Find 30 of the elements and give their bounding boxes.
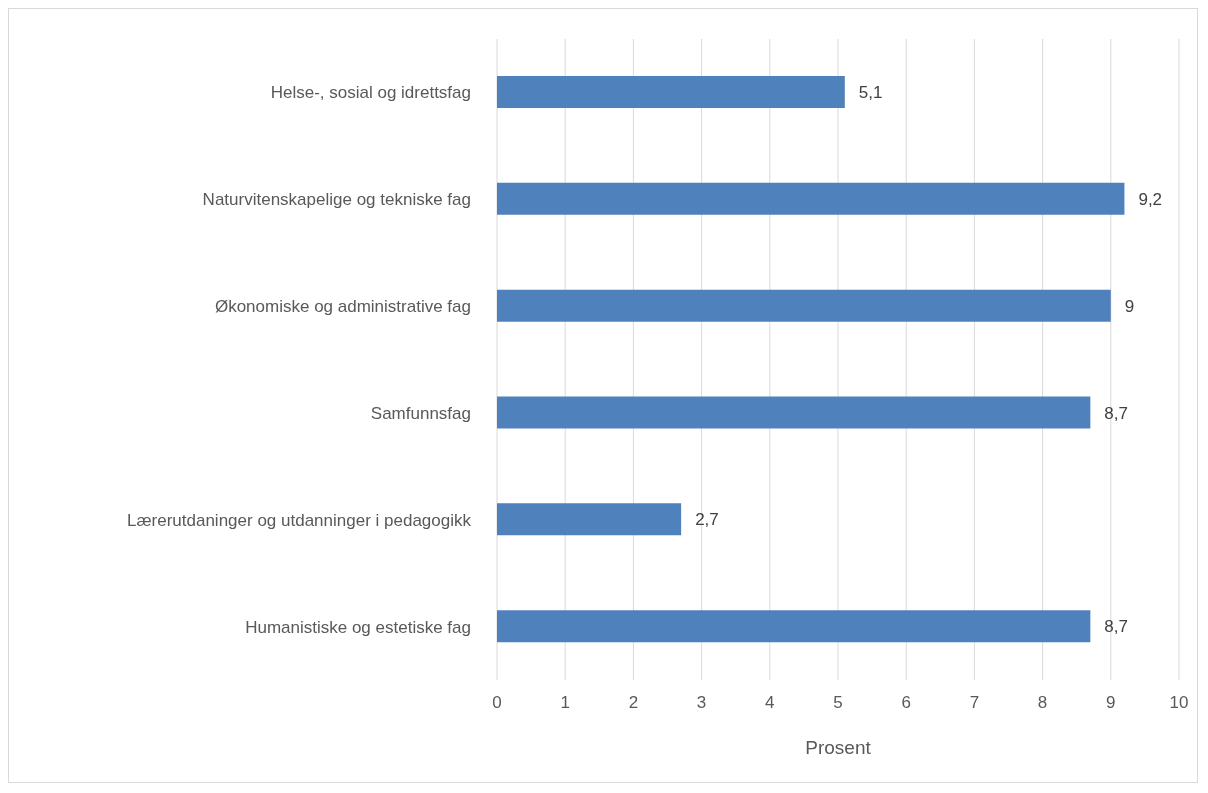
data-label: 9 <box>1124 296 1135 316</box>
y-tick-label: Naturvitenskapelige og tekniske fag <box>202 190 471 210</box>
x-tick-label: 2 <box>628 693 639 713</box>
x-tick-label: 4 <box>765 693 775 713</box>
data-label: 9,2 <box>1138 189 1163 209</box>
x-tick-label: 6 <box>901 693 911 713</box>
y-tick-label: Økonomiske og administrative fag <box>214 297 471 317</box>
bar <box>497 182 1125 215</box>
y-tick-label: Helse-, sosial og idrettsfag <box>270 83 471 103</box>
bar <box>497 396 1091 429</box>
data-label: 5,1 <box>858 83 883 103</box>
x-tick-label: 1 <box>560 693 570 713</box>
bar <box>497 289 1111 322</box>
x-tick-label: 3 <box>696 693 707 713</box>
x-tick-label: 10 <box>1169 693 1189 713</box>
x-tick-label: 8 <box>1037 693 1048 713</box>
data-label: 2,7 <box>695 510 719 530</box>
data-label: 8,7 <box>1104 403 1128 423</box>
x-tick-label: 5 <box>833 693 843 713</box>
y-tick-label: Humanistiske og estetiske fag <box>245 617 471 637</box>
bar <box>497 76 845 108</box>
y-tick-label: Samfunnsfag <box>370 403 471 423</box>
x-axis-title: Prosent <box>805 737 872 758</box>
bar <box>497 503 682 536</box>
x-tick-label: 9 <box>1106 693 1116 713</box>
x-tick-label: 7 <box>969 693 980 713</box>
y-tick-label: Lærerutdaninger og utdanninger i pedagogikk <box>126 510 472 530</box>
data-label: 8,7 <box>1104 617 1128 637</box>
bar <box>497 610 1091 643</box>
x-tick-label: 0 <box>492 693 502 713</box>
